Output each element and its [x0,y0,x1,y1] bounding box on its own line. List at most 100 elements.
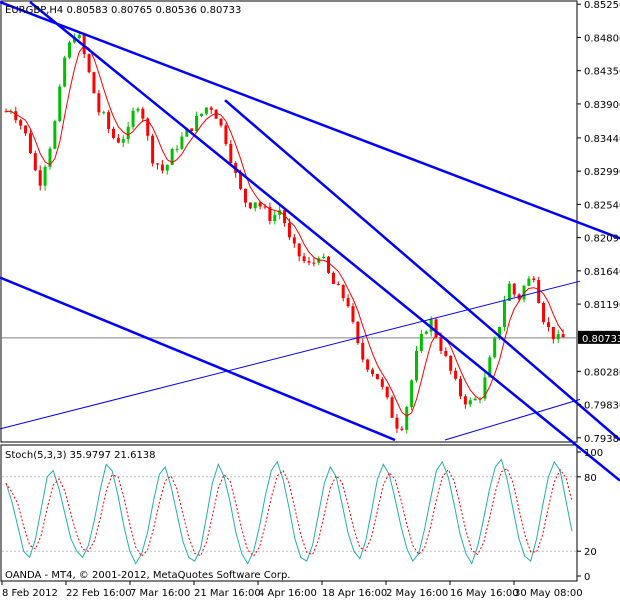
candle-body [415,350,419,381]
candle-body [468,400,472,405]
candle-body [366,359,370,370]
candle-body [175,148,179,150]
candle-body [327,256,331,273]
stochastic-layer [2,458,576,565]
candle-body [155,163,159,165]
candle-body [43,166,47,186]
candle-body [439,337,443,351]
candle-body [385,386,389,398]
candle-body [507,283,511,301]
candle-body [63,57,67,87]
candle-body [493,338,497,358]
trendline[interactable] [0,276,396,442]
candle-body [195,115,199,132]
candle-body [107,112,111,129]
trendline[interactable] [29,1,620,482]
candle-body [361,342,365,360]
candle-body [33,153,37,171]
candle-body [322,256,326,259]
candle-body [278,210,282,215]
candle-body [4,111,8,113]
trendline[interactable] [444,398,581,441]
candle-body [449,355,453,371]
candle-body [380,379,384,387]
candle-body [102,112,106,114]
candle-body [410,380,414,408]
candle-body [214,109,218,119]
candle-body [263,206,267,208]
candle-body [199,113,203,116]
candle-body [546,322,550,327]
candle-body [258,202,262,207]
candle-body [204,107,208,114]
copyright-text: OANDA - MT4, © 2001-2012, MetaQuotes Sof… [5,570,290,581]
candle-body [268,207,272,221]
candle-body [253,202,257,209]
candle-body [48,148,52,167]
candle-body [498,326,502,339]
candle-body [97,93,101,113]
candle-body [38,170,42,186]
current-price-marker [578,330,620,344]
candle-body [287,223,291,238]
candle-body [92,72,96,94]
chart-title: EURGBP,H4 0.80583 0.80765 0.80536 0.8073… [5,5,241,16]
candle-body [146,118,150,136]
stochastic-tick-label: 80 [584,473,597,484]
candle-body [561,334,565,338]
candle-body [209,107,213,110]
candle-body [185,128,189,137]
candle-body [331,272,335,284]
trendline[interactable] [224,99,620,441]
candle-body [371,369,375,374]
candle-body [273,214,277,221]
candle-body [307,261,311,263]
candle-body [141,108,145,119]
candle-body [346,298,350,307]
candle-body [19,120,23,126]
candle-body [356,321,360,343]
time-tick-label: 30 May 08:00 [514,588,583,599]
candle-body [556,334,560,340]
trendline[interactable] [0,280,581,430]
candle-body [502,300,506,327]
candle-body [400,428,404,430]
candle-body [190,128,194,132]
time-tick-label: 21 Mar 16:00 [194,588,261,599]
candle-body [151,135,155,164]
candle-body [243,188,247,203]
trendline[interactable] [0,0,620,240]
candle-body [165,164,169,171]
candle-body [458,378,462,397]
candle-body [454,370,458,379]
time-tick-label: 4 Apr 16:00 [258,588,317,599]
candle-body [248,202,252,209]
candle-body [131,110,135,127]
time-tick-label: 22 Feb 16:00 [66,588,132,599]
candle-body [488,357,492,378]
candle-body [395,417,399,429]
candle-body [483,377,487,399]
candle-body [112,128,116,138]
candle-body [341,285,345,299]
candle-body [180,136,184,149]
candle-body [292,237,296,244]
candle-body [72,38,76,43]
candle-body [297,243,301,257]
candle-body [312,262,316,264]
time-tick-label: 8 Feb 2012 [2,588,58,599]
stochastic-pane[interactable] [0,444,578,582]
stochastic-tick-label: 0 [584,572,590,583]
time-tick-label: 2 May 16:00 [386,588,448,599]
candle-body [87,54,91,73]
